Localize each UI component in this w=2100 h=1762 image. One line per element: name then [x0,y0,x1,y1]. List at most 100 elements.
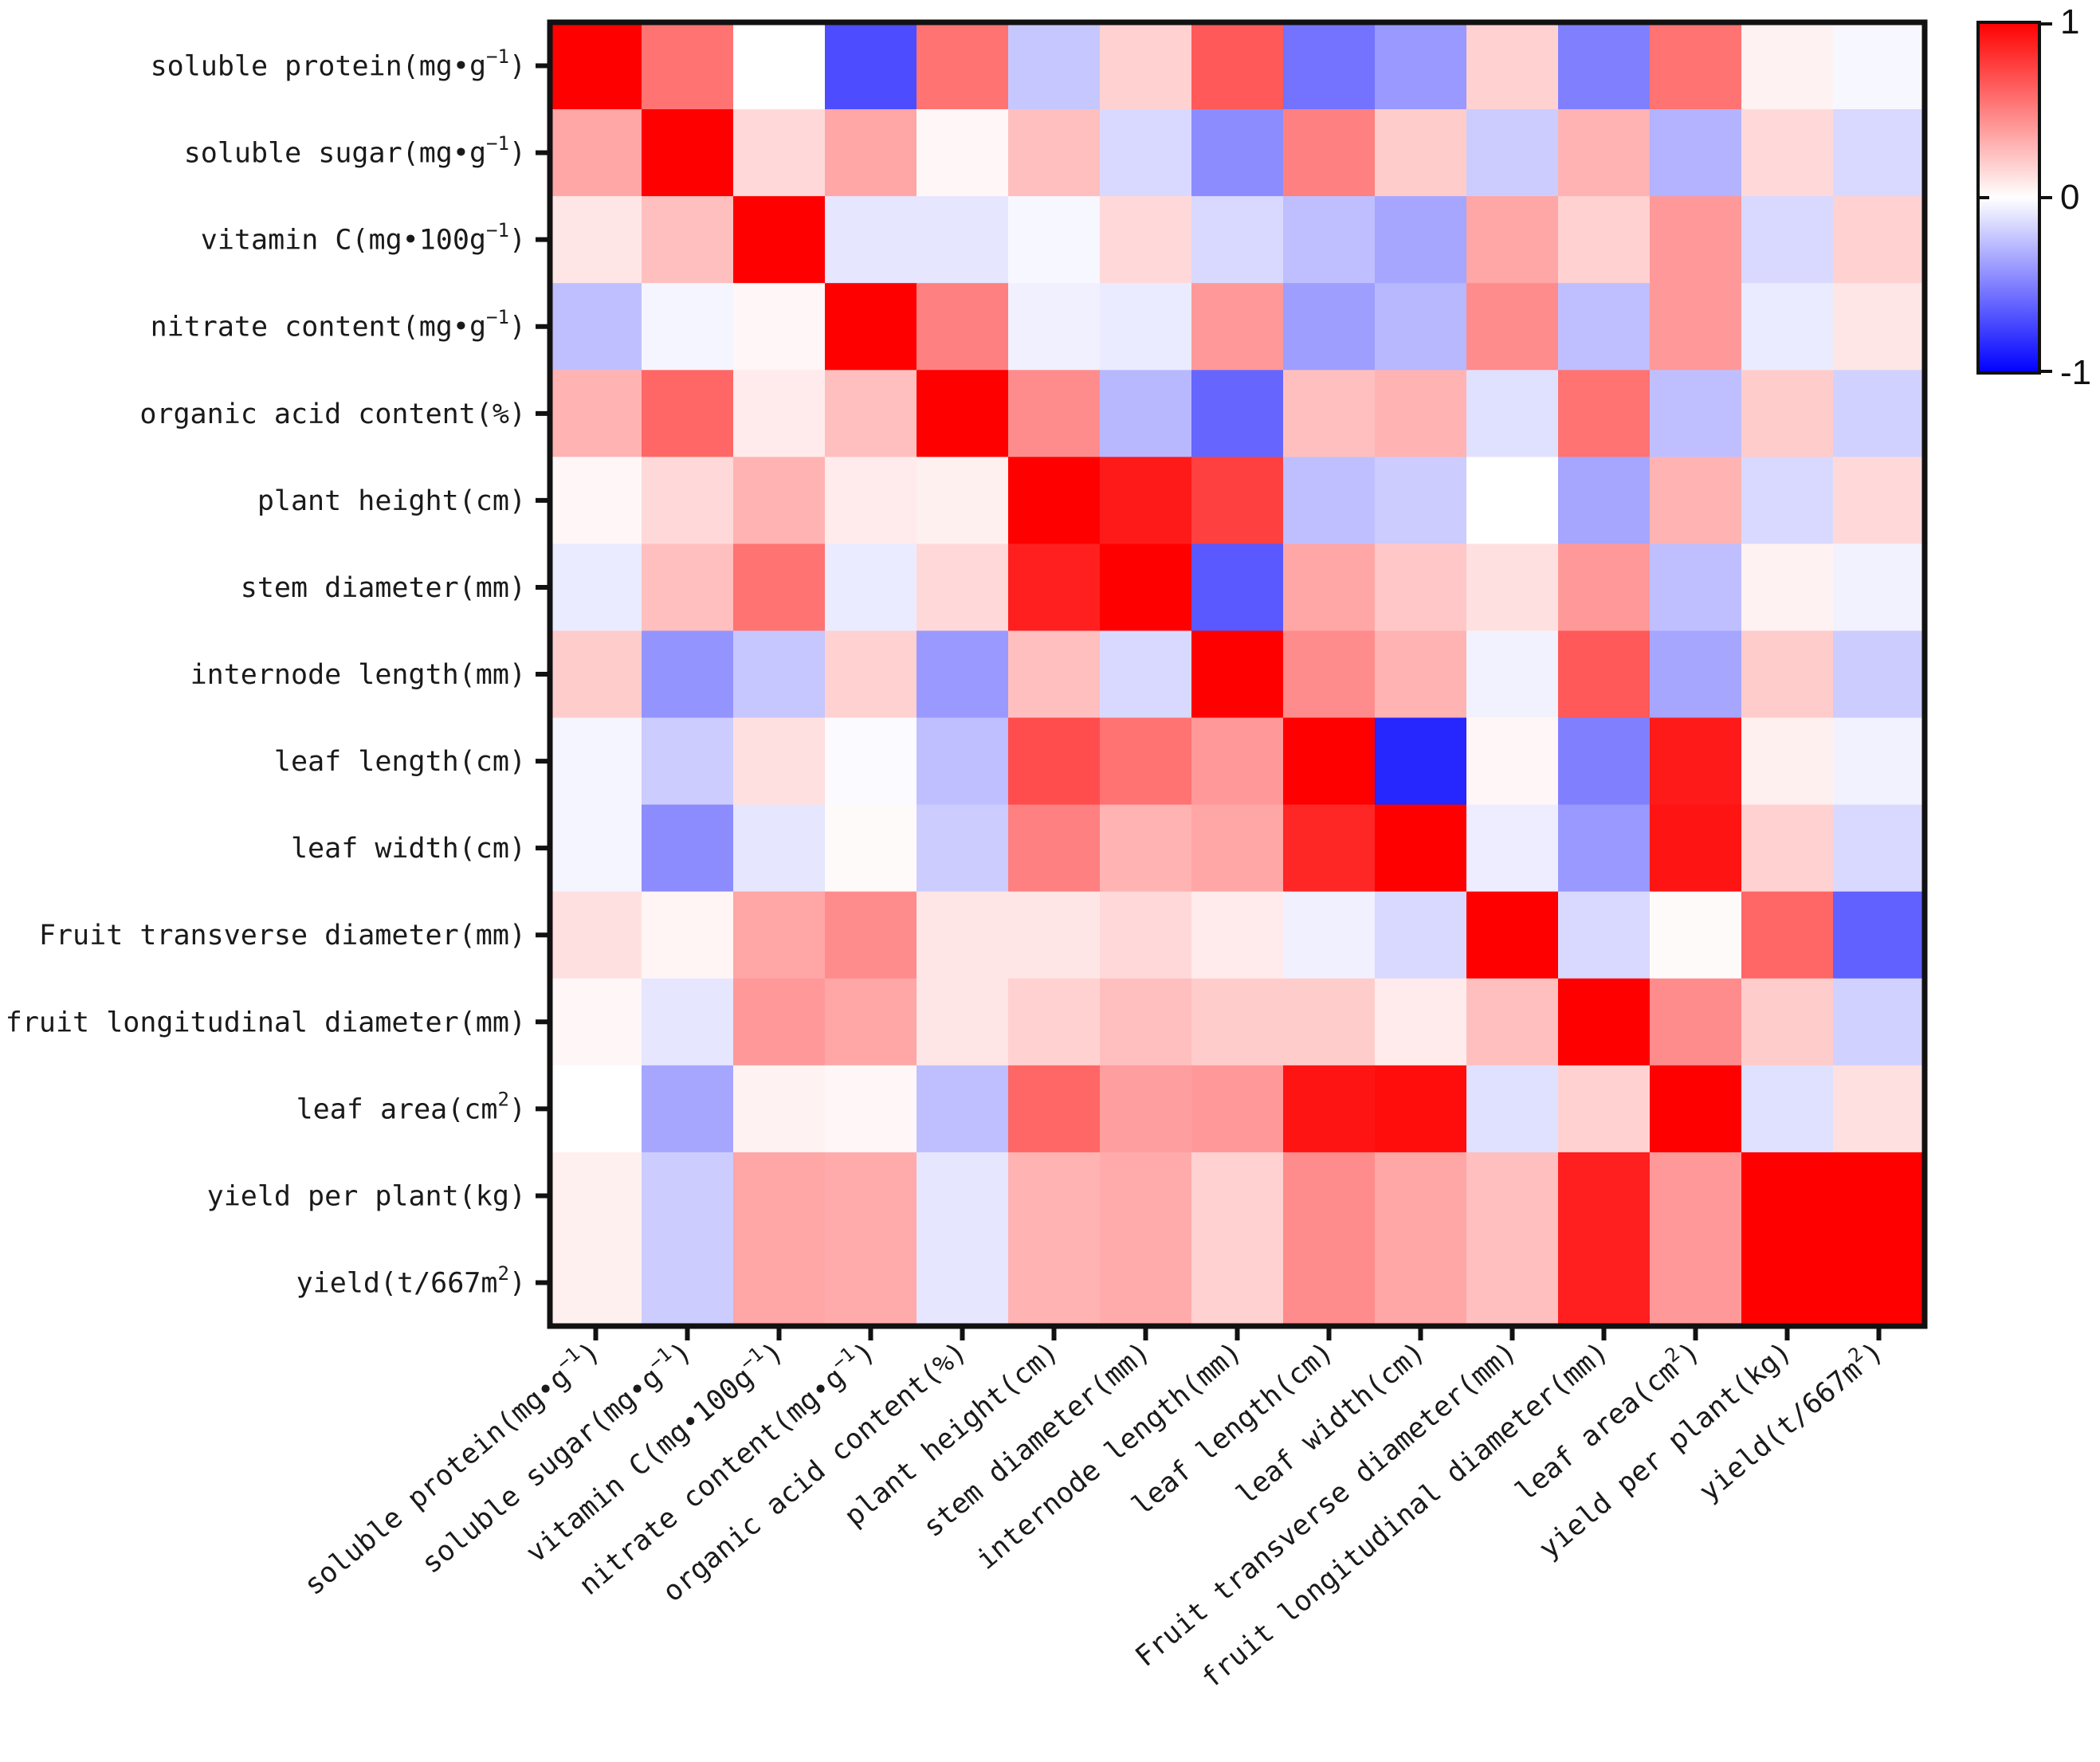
heatmap-cell [1100,109,1192,197]
heatmap-cell [1283,804,1376,893]
heatmap-cell [1558,630,1651,719]
heatmap-cell [1558,22,1651,110]
heatmap-cell [1375,544,1467,632]
heatmap-cell [1741,1065,1834,1153]
heatmap-cell [1741,630,1834,719]
heatmap-cell [1833,717,1925,806]
heatmap-cell [1375,717,1467,806]
heatmap-cell [1650,978,1742,1066]
heatmap-cell [1008,544,1101,632]
heatmap-cell [1191,1065,1284,1153]
heatmap-cell [1100,1152,1192,1240]
heatmap-cell [1650,283,1742,371]
heatmap-cell [733,457,826,545]
heatmap-cell [1191,544,1284,632]
heatmap-cell [1008,1152,1101,1240]
heatmap-cell [1558,457,1651,545]
heatmap-cell [1283,283,1376,371]
heatmap-cell [1833,630,1925,719]
heatmap-cell [1558,370,1651,457]
heatmap-cell [1650,630,1742,719]
heatmap-cell [550,1152,642,1240]
heatmap-cell [733,196,826,284]
heatmap-cell [1100,196,1192,284]
heatmap-cell [1741,717,1834,806]
heatmap-cell [1558,196,1651,284]
heatmap-cell [1100,544,1192,632]
heatmap-cell [1741,1152,1834,1240]
heatmap-cell [642,891,734,979]
heatmap-cell [1191,804,1284,893]
heatmap-cell [642,804,734,893]
heatmap-cell [1741,544,1834,632]
y-tick-label-yield-per-plant-kg: yield per plant(kg) [207,1180,526,1212]
heatmap-cell [1283,717,1376,806]
heatmap-cell [1650,457,1742,545]
heatmap-cell [917,804,1009,893]
heatmap-cell [1466,1238,1559,1327]
heatmap-cell [642,370,734,457]
heatmap-cell [1100,370,1192,457]
heatmap-cell [550,196,642,284]
heatmap-cell [917,22,1009,110]
heatmap-cell [1833,109,1925,197]
heatmap-cell [1833,283,1925,371]
heatmap-cell [1008,283,1101,371]
heatmap-cell [1466,544,1559,632]
heatmap-cell [1008,891,1101,979]
heatmap-cell [1008,1238,1101,1327]
heatmap-cell [1833,1152,1925,1240]
heatmap-cell [1008,1065,1101,1153]
heatmap-cell [1191,978,1284,1066]
heatmap-cell [1008,22,1101,110]
heatmap-cells [550,22,1925,1327]
heatmap-cell [1741,457,1834,545]
heatmap-cell [1558,283,1651,371]
heatmap-cell [825,630,917,719]
heatmap-cell [917,717,1009,806]
color-scale-label-min: -1 [2060,353,2091,392]
y-tick-label-nitrate-content-mg-g-1: nitrate content(mg•g−1) [151,306,526,343]
heatmap-cell [1191,717,1284,806]
heatmap-cell [642,544,734,632]
heatmap-cell [733,1238,826,1327]
y-axis: soluble protein(mg•g−1) soluble sugar(mg•… [6,45,550,1300]
heatmap-cell [1650,544,1742,632]
heatmap-cell [1100,22,1192,110]
heatmap-cell [1100,978,1192,1066]
heatmap-cell [733,891,826,979]
heatmap-cell [550,804,642,893]
heatmap-cell [1283,370,1376,457]
heatmap-cell [1375,1152,1467,1240]
heatmap-cell [1466,283,1559,371]
heatmap-cell [1375,1238,1467,1327]
heatmap-cell [642,283,734,371]
heatmap-cell [1650,370,1742,457]
heatmap-cell [1466,891,1559,979]
heatmap-cell [1375,978,1467,1066]
heatmap-cell [1100,891,1192,979]
heatmap-cell [550,1238,642,1327]
y-tick-label-plant-height-cm: plant height(cm) [257,485,526,517]
heatmap-cell [1191,1238,1284,1327]
heatmap-cell [917,630,1009,719]
heatmap-cell [825,717,917,806]
heatmap-cell [1650,891,1742,979]
heatmap-cell [825,891,917,979]
heatmap-cell [1558,978,1651,1066]
color-scale-label-max: 1 [2060,2,2079,41]
heatmap-cell [1833,544,1925,632]
heatmap-cell [1191,283,1284,371]
heatmap-cell [1558,109,1651,197]
heatmap-cell [733,804,826,893]
color-scale-label-zero: 0 [2060,178,2079,217]
heatmap-cell [825,370,917,457]
heatmap-cell [1741,283,1834,371]
y-tick-label-soluble-protein-mg-g-1: soluble protein(mg•g−1) [151,45,526,83]
heatmap-cell [1466,630,1559,719]
heatmap-cell [1558,804,1651,893]
y-tick-label-yield-t-667m2: yield(t/667m2) [296,1262,526,1300]
heatmap-cell [1008,457,1101,545]
heatmap-cell [1466,109,1559,197]
